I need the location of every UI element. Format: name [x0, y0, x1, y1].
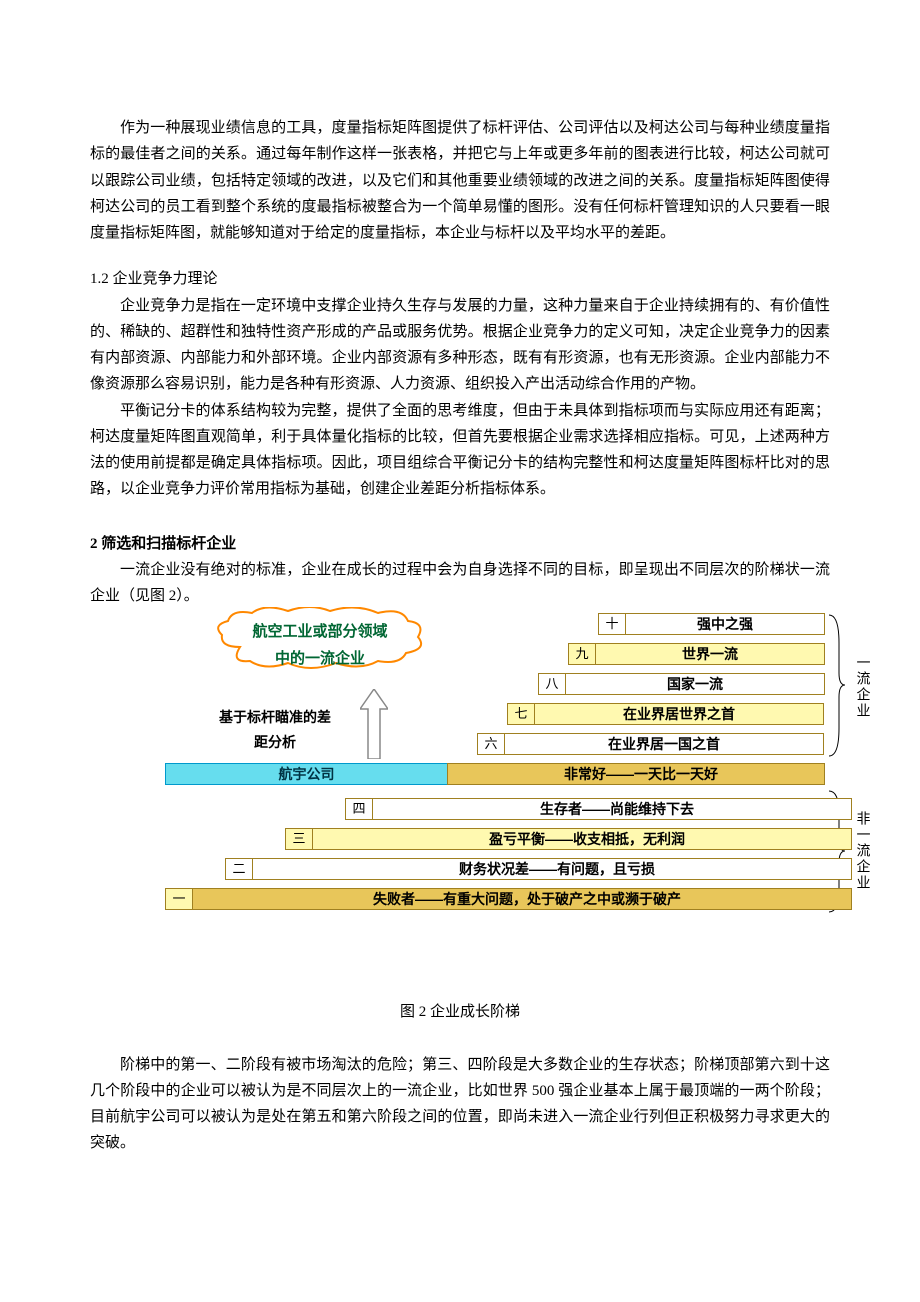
cloud-line2: 中的一流企业 — [275, 650, 365, 667]
step-number: 三 — [285, 828, 313, 850]
step-number: 十 — [598, 613, 626, 635]
side-label-bottom: 非一流企业 — [849, 811, 874, 891]
step-label: 在业界居世界之首 — [534, 703, 824, 725]
paragraph-3: 平衡记分卡的体系结构较为完整，提供了全面的思考维度，但由于未具体到指标项而与实际… — [90, 398, 830, 503]
step-label: 世界一流 — [595, 643, 825, 665]
step-number: 一 — [165, 888, 193, 910]
cloud-line1: 航空工业或部分领域 — [252, 623, 387, 640]
ladder-step: 七在业界居世界之首 — [507, 703, 824, 725]
up-arrow-icon — [360, 689, 388, 759]
ladder-step: 非常好——一天比一天好 — [448, 763, 825, 785]
step-label: 非常好——一天比一天好 — [447, 763, 825, 785]
step-number: 二 — [225, 858, 253, 880]
side-label-top: 一流企业 — [849, 655, 874, 719]
step-label: 失败者——有重大问题，处于破产之中或濒于破产 — [192, 888, 852, 910]
heading-1-2: 1.2 企业竞争力理论 — [90, 266, 830, 292]
figure-2: 航空工业或部分领域 中的一流企业 基于标杆瞄准的差 距分析 航宇公司 一流企 — [90, 613, 830, 993]
ladder-step: 八国家一流 — [538, 673, 825, 695]
annot-benchmark: 基于标杆瞄准的差 距分析 — [200, 705, 350, 754]
ladder-step: 三盈亏平衡——收支相抵，无利润 — [285, 828, 852, 850]
step-number: 四 — [345, 798, 373, 820]
paragraph-5: 阶梯中的第一、二阶段有被市场淘汰的危险；第三、四阶段是大多数企业的生存状态；阶梯… — [90, 1052, 830, 1157]
cloud-label: 航空工业或部分领域 中的一流企业 — [210, 607, 430, 671]
paragraph-1: 作为一种展现业绩信息的工具，度量指标矩阵图提供了标杆评估、公司评估以及柯达公司与… — [90, 115, 830, 246]
ladder-step: 六在业界居一国之首 — [477, 733, 824, 755]
brace-top-icon — [827, 613, 847, 758]
step-label: 国家一流 — [565, 673, 825, 695]
step-number: 六 — [477, 733, 505, 755]
step-label: 财务状况差——有问题，且亏损 — [252, 858, 852, 880]
step-label: 生存者——尚能维持下去 — [372, 798, 852, 820]
ladder-step: 一失败者——有重大问题，处于破产之中或濒于破产 — [165, 888, 852, 910]
hangyu-bar: 航宇公司 — [165, 763, 448, 785]
ladder-step: 十强中之强 — [598, 613, 825, 635]
ladder-step: 四生存者——尚能维持下去 — [345, 798, 852, 820]
ladder-step: 二财务状况差——有问题，且亏损 — [225, 858, 852, 880]
step-label: 盈亏平衡——收支相抵，无利润 — [312, 828, 852, 850]
step-number: 七 — [507, 703, 535, 725]
ladder-step: 九世界一流 — [568, 643, 825, 665]
heading-2: 2 筛选和扫描标杆企业 — [90, 531, 830, 557]
paragraph-2: 企业竞争力是指在一定环境中支撑企业持久生存与发展的力量，这种力量来自于企业持续拥… — [90, 293, 830, 398]
step-label: 强中之强 — [625, 613, 825, 635]
step-number: 九 — [568, 643, 596, 665]
step-label: 在业界居一国之首 — [504, 733, 824, 755]
step-number: 八 — [538, 673, 566, 695]
figure-2-caption: 图 2 企业成长阶梯 — [90, 999, 830, 1025]
paragraph-4: 一流企业没有绝对的标准，企业在成长的过程中会为自身选择不同的目标，即呈现出不同层… — [90, 557, 830, 610]
